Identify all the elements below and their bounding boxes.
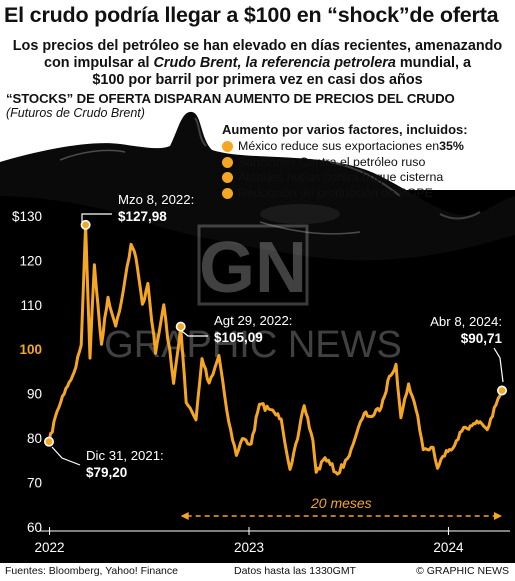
chart-title: “STOCKS” DE OFERTA DISPARAN AUMENTO DE P… <box>6 91 455 106</box>
oil-splash-highlight <box>194 117 481 220</box>
factors-title: Aumento por varios factores, incluidos: <box>222 122 468 137</box>
span-arrow-left-icon <box>180 512 189 520</box>
subhead: Los precios del petróleo se han elevado … <box>0 38 515 89</box>
x-tick-label: 2022 <box>35 540 65 555</box>
factor-text: Ataques hutías contra buque cisterna <box>238 170 444 184</box>
watermark-logo: GN <box>199 228 307 308</box>
x-tick-label: 2023 <box>234 540 264 555</box>
annotation-marker <box>80 219 91 230</box>
factor-item: Ataques hutías contra buque cisterna <box>222 170 464 186</box>
span-label: 20 meses <box>310 495 372 511</box>
y-axis: $130 120 110 100 90 80 70 60 <box>12 209 42 535</box>
footer: Fuentes: Bloomberg, Yahoo! Finance Datos… <box>0 563 515 581</box>
headline: El crudo podría llegar a $100 en “shock”… <box>4 3 499 27</box>
y-tick-label: 80 <box>27 431 42 446</box>
span-arrow-right-icon <box>494 512 502 520</box>
y-tick-label: 100 <box>19 342 42 357</box>
footer-copyright: © GRAPHIC NEWS <box>416 565 509 577</box>
subhead-line-3: $100 por barril por primera vez en casi … <box>92 72 423 88</box>
factor-text: México reduce sus exportaciones en <box>238 139 440 153</box>
x-axis: 2022 2023 2024 <box>35 527 510 555</box>
span-indicator: 20 meses <box>180 495 502 520</box>
annotations: Mzo 8, 2022: $127,98 Agt 29, 2022: $105,09 D… <box>43 192 507 480</box>
factor-value: 35% <box>439 139 464 153</box>
footer-as-of: Datos hasta las 1330GMT <box>234 565 356 577</box>
annotation-date: Mzo 8, 2022: <box>118 192 194 207</box>
annotation-value: $90,71 <box>461 331 503 346</box>
bullet-dot-icon <box>222 156 233 168</box>
subhead-line-2-italic: Crudo Brent, la referencia petrolera <box>153 55 396 71</box>
y-tick-label: 90 <box>27 387 42 402</box>
annotation-marker <box>496 385 507 396</box>
oil-splash-highlight <box>59 149 361 235</box>
y-tick-label: 110 <box>20 298 42 313</box>
factor-item: México reduce sus exportaciones en 35% <box>222 139 464 155</box>
y-tick-label: 70 <box>27 476 42 491</box>
annotation-marker <box>175 321 186 332</box>
annotation-leader <box>81 213 112 222</box>
series-line <box>47 223 504 476</box>
annotation-date: Dic 31, 2021: <box>86 448 164 463</box>
factor-text: Reducción de producción de POPE <box>238 185 433 200</box>
y-tick-label: 120 <box>19 253 42 268</box>
subhead-line-2: con impulsar al Crudo Brent, la referenc… <box>0 55 515 72</box>
annotation-leader <box>51 446 81 466</box>
annotation-marker <box>43 436 54 447</box>
annotation-leader <box>493 347 504 383</box>
x-tick-label: 2024 <box>433 540 464 555</box>
bullet-dot-icon <box>222 141 233 153</box>
footer-sources: Fuentes: Bloomberg, Yahoo! Finance <box>5 565 178 577</box>
factor-item: Sanciones Contra el petróleo ruso <box>222 155 464 171</box>
y-tick-label: $130 <box>12 209 42 224</box>
bullet-dot-icon <box>222 172 233 184</box>
watermark: GN GRAPHIC NEWS <box>104 224 402 366</box>
chart-subtitle: (Futuros de Crudo Brent) <box>6 106 145 120</box>
y-tick-label: 60 <box>27 520 42 535</box>
factors-list: México reduce sus exportaciones en 35% S… <box>222 139 464 201</box>
oil-splash-highlight <box>260 204 340 224</box>
oil-splash <box>0 111 515 261</box>
subhead-line-2-pre: con impulsar al <box>43 55 154 71</box>
annotation-value: $127,98 <box>118 209 167 224</box>
annotation-date: Agt 29, 2022: <box>214 313 292 328</box>
subhead-line-1: Los precios del petróleo se han elevado … <box>12 38 503 54</box>
bullet-dot-icon <box>222 187 233 199</box>
annotation-value: $105,09 <box>214 330 263 345</box>
annotation-date: Abr 8, 2024: <box>430 314 502 329</box>
annotation-value: $79,20 <box>86 465 127 480</box>
subhead-line-2-post: mundial, a <box>395 55 472 71</box>
factor-item: Reducción de producción de POPE <box>222 186 464 202</box>
factor-text: Sanciones Contra el petróleo ruso <box>238 154 426 169</box>
